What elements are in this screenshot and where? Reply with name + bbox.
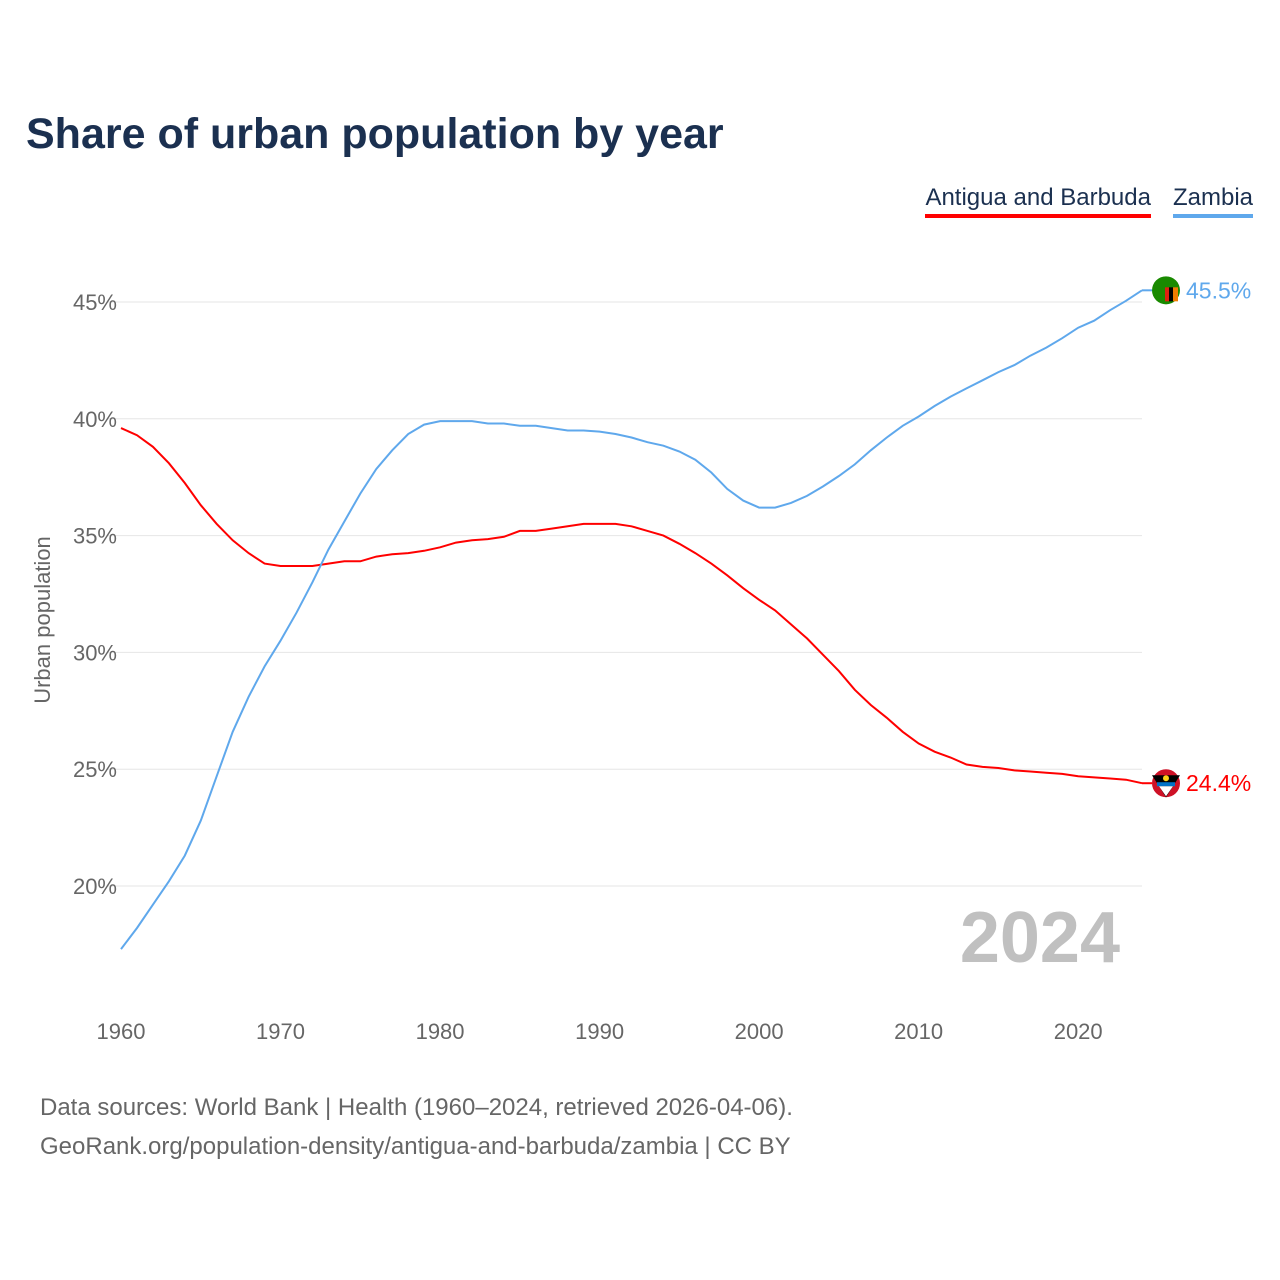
y-axis-label: Urban population [30,536,55,704]
x-tick-label: 1980 [416,1019,465,1044]
chart-title: Share of urban population by year [26,110,724,158]
series-line-antigua [120,427,1143,785]
x-tick-label: 1970 [256,1019,305,1044]
zambia-flag-icon [1152,276,1180,305]
x-tick-label: 1990 [575,1019,624,1044]
x-tick-label: 2010 [894,1019,943,1044]
footer: Data sources: World Bank | Health (1960–… [40,1088,793,1166]
series-line-zambia [120,289,1143,950]
legend-item-zambia[interactable]: Zambia [1172,184,1253,218]
year-watermark: 2024 [960,898,1120,978]
line-chart: 20% 25% 30% 35% 40% 45% 1960 1970 1980 1990 2000 2… [30,276,1251,1044]
y-tick-label: 40% [73,407,117,432]
source-link[interactable]: GeoRank.org/population-density/antigua-a… [40,1133,791,1160]
y-tick-label: 30% [73,640,117,665]
antigua-flag-icon [1152,769,1180,798]
end-value-label: 24.4% [1186,770,1251,796]
x-tick-label: 1960 [97,1019,146,1044]
end-value-label: 45.5% [1186,277,1251,303]
legend: Antigua and Barbuda Zambia [925,184,1253,218]
y-tick-label: 45% [73,290,117,315]
y-tick-label: 20% [73,874,117,899]
data-source: Data sources: World Bank | Health (1960–… [40,1094,793,1121]
x-tick-label: 2020 [1054,1019,1103,1044]
legend-item-antigua[interactable]: Antigua and Barbuda [925,184,1151,218]
x-tick-label: 2000 [735,1019,784,1044]
y-tick-label: 25% [73,757,117,782]
y-tick-label: 35% [73,524,117,549]
